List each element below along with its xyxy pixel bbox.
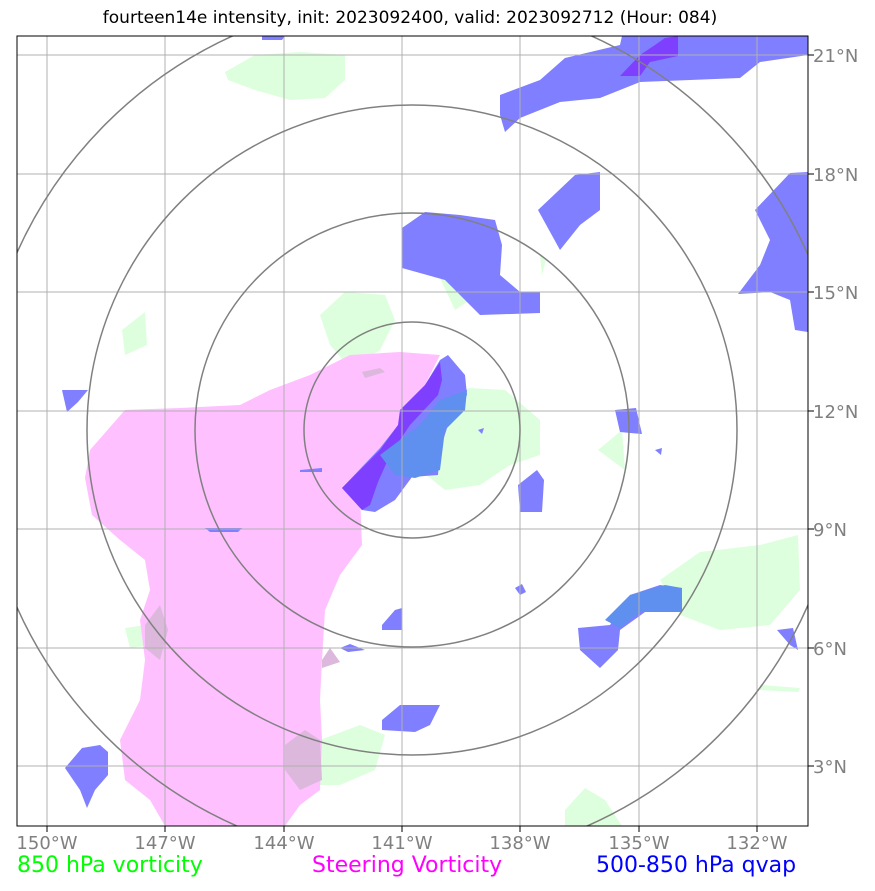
x-tick-label: 144°W bbox=[253, 833, 314, 854]
qvap-region bbox=[65, 745, 108, 808]
overlap-region bbox=[362, 368, 385, 378]
y-tick-labels: 21°N 18°N 15°N 12°N 9°N 6°N 3°N bbox=[813, 46, 858, 778]
overlap-region bbox=[145, 605, 168, 660]
range-ring bbox=[86, 104, 738, 756]
vorticity-region bbox=[225, 52, 345, 100]
y-tick-label: 9°N bbox=[813, 520, 847, 541]
qvap-region bbox=[382, 608, 402, 630]
x-tick-label: 132°W bbox=[726, 833, 787, 854]
x-tick-labels: 150°W 147°W 144°W 141°W 138°W 135°W 132°… bbox=[16, 833, 787, 854]
tick-marks bbox=[46, 54, 814, 832]
x-tick-label: 141°W bbox=[371, 833, 432, 854]
x-tick-label: 138°W bbox=[489, 833, 550, 854]
y-tick-label: 21°N bbox=[813, 46, 858, 67]
range-rings bbox=[17, 36, 808, 826]
qvap-region bbox=[777, 628, 798, 650]
y-tick-label: 18°N bbox=[813, 165, 858, 186]
vorticity-region bbox=[660, 535, 800, 630]
y-tick-label: 6°N bbox=[813, 639, 847, 660]
x-tick-label: 135°W bbox=[608, 833, 669, 854]
y-tick-label: 15°N bbox=[813, 283, 858, 304]
x-tick-label: 150°W bbox=[16, 833, 77, 854]
steering-vorticity-fill bbox=[85, 352, 440, 826]
vorticity-region bbox=[565, 788, 622, 826]
vorticity-region bbox=[760, 685, 800, 692]
vorticity-region bbox=[598, 430, 625, 470]
qvap-region bbox=[500, 36, 808, 132]
vorticity-region bbox=[122, 312, 147, 355]
vorticity-region bbox=[320, 292, 395, 368]
vorticity-region bbox=[540, 255, 546, 275]
y-tick-label: 3°N bbox=[813, 757, 847, 778]
steering-region bbox=[85, 352, 440, 826]
qvap-region bbox=[262, 36, 285, 40]
legend-850-vorticity: 850 hPa vorticity bbox=[17, 853, 203, 878]
qvap-region bbox=[738, 172, 808, 332]
range-ring bbox=[303, 321, 521, 539]
vorticity-region bbox=[310, 725, 385, 785]
map-frame bbox=[16, 35, 809, 827]
qvap-region bbox=[402, 212, 540, 315]
qvap-dark-region bbox=[620, 36, 678, 76]
qvap-region bbox=[655, 448, 662, 455]
map-title: fourteen14e intensity, init: 2023092400,… bbox=[102, 8, 718, 28]
y-tick-label: 12°N bbox=[813, 402, 858, 423]
qvap-region bbox=[62, 390, 88, 412]
qvap-dark-region bbox=[342, 362, 442, 510]
qvap-region bbox=[478, 428, 484, 434]
qvap-dark-overlap bbox=[342, 36, 678, 510]
legend-qvap: 500-850 hPa qvap bbox=[596, 853, 797, 878]
qvap-region bbox=[538, 172, 600, 250]
range-ring bbox=[194, 212, 630, 648]
overlap-region bbox=[322, 648, 340, 668]
qvap-region bbox=[518, 470, 544, 512]
legend-steering-vorticity: Steering Vorticity bbox=[312, 853, 503, 878]
overlap-region bbox=[285, 730, 322, 790]
steering-vorticity-overlap bbox=[145, 368, 385, 790]
graticule bbox=[17, 36, 808, 826]
x-tick-label: 147°W bbox=[134, 833, 195, 854]
qvap-region bbox=[382, 705, 440, 732]
overlap-region bbox=[605, 585, 682, 628]
